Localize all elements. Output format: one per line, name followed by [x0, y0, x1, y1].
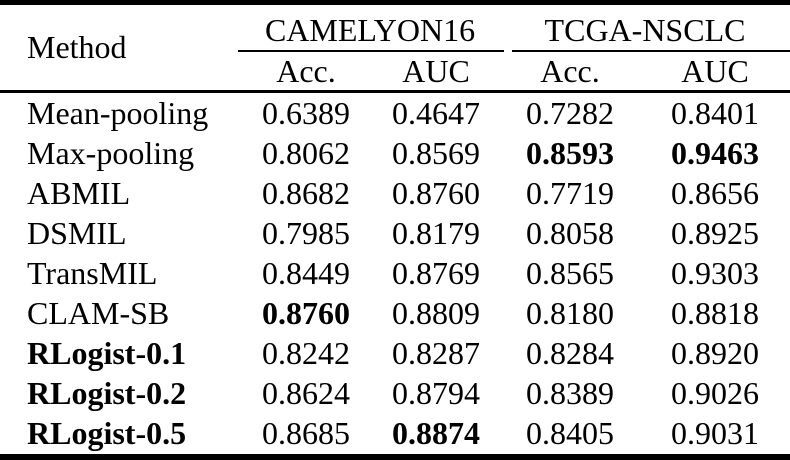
method-cell: CLAM-SB: [27, 295, 170, 332]
method-cell: ABMIL: [27, 174, 131, 211]
value-cell: 0.8920: [671, 335, 759, 372]
value-cell: 0.8593: [526, 134, 614, 171]
method-cell: RLogist-0.1: [27, 335, 187, 372]
method-cell: Mean-pooling: [27, 94, 209, 131]
value-cell: 0.7282: [526, 94, 614, 131]
value-cell: 0.9026: [671, 375, 759, 412]
value-cell: 0.8925: [671, 214, 759, 251]
value-cell: 0.8760: [392, 174, 480, 211]
value-cell: 0.8389: [526, 375, 614, 412]
table-header: Method CAMELYON16 TCGA-NSCLC Acc. AUC Ac…: [0, 5, 790, 90]
method-cell: RLogist-0.2: [27, 375, 187, 412]
subheader-camelyon16-auc: AUC: [402, 52, 470, 89]
table-row: Max-pooling 0.8062 0.8569 0.8593 0.9463: [0, 133, 790, 173]
value-cell: 0.7985: [262, 214, 350, 251]
value-cell: 0.8058: [526, 214, 614, 251]
table-body: Mean-pooling 0.6389 0.4647 0.7282 0.8401…: [0, 93, 790, 454]
value-cell: 0.8287: [392, 335, 480, 372]
cmidrule-camelyon16: [238, 50, 504, 52]
value-cell: 0.8769: [392, 254, 480, 291]
value-cell: 0.8062: [262, 134, 350, 171]
table-row: RLogist-0.1 0.8242 0.8287 0.8284 0.8920: [0, 334, 790, 374]
value-cell: 0.8794: [392, 375, 480, 412]
table-row: RLogist-0.2 0.8624 0.8794 0.8389 0.9026: [0, 374, 790, 414]
cmidrule-row: [238, 50, 790, 52]
table-row: CLAM-SB 0.8760 0.8809 0.8180 0.8818: [0, 294, 790, 334]
group-header-camelyon16: CAMELYON16: [264, 12, 476, 48]
value-cell: 0.8874: [392, 415, 480, 452]
value-cell: 0.9463: [671, 134, 759, 171]
value-cell: 0.8565: [526, 254, 614, 291]
header-rule: [0, 90, 790, 93]
bottom-rule: [0, 454, 790, 460]
value-cell: 0.8656: [671, 174, 759, 211]
group-header-tcga-nsclc: TCGA-NSCLC: [544, 12, 746, 48]
value-cell: 0.8180: [526, 295, 614, 332]
table-row: DSMIL 0.7985 0.8179 0.8058 0.8925: [0, 213, 790, 253]
value-cell: 0.8682: [262, 174, 350, 211]
subheader-tcga-auc: AUC: [681, 52, 749, 89]
value-cell: 0.8449: [262, 254, 350, 291]
value-cell: 0.7719: [526, 174, 614, 211]
method-cell: RLogist-0.5: [27, 415, 187, 452]
value-cell: 0.9303: [671, 254, 759, 291]
method-column-header: Method: [27, 29, 127, 65]
value-cell: 0.9031: [671, 415, 759, 452]
subheader-camelyon16-acc: Acc.: [276, 52, 336, 89]
method-cell: DSMIL: [27, 214, 127, 251]
value-cell: 0.8179: [392, 214, 480, 251]
value-cell: 0.8284: [526, 335, 614, 372]
value-cell: 0.8405: [526, 415, 614, 452]
value-cell: 0.8760: [262, 295, 350, 332]
value-cell: 0.8569: [392, 134, 480, 171]
subheader-row: Acc. AUC Acc. AUC: [240, 52, 790, 90]
table-row: ABMIL 0.8682 0.8760 0.7719 0.8656: [0, 173, 790, 213]
value-cell: 0.4647: [392, 94, 480, 131]
group-header-row: CAMELYON16 TCGA-NSCLC: [240, 5, 790, 50]
value-cell: 0.8818: [671, 295, 759, 332]
value-cell: 0.8401: [671, 94, 759, 131]
method-cell: TransMIL: [27, 254, 158, 291]
value-cell: 0.8624: [262, 375, 350, 412]
value-cell: 0.6389: [262, 94, 350, 131]
table-row: TransMIL 0.8449 0.8769 0.8565 0.9303: [0, 253, 790, 293]
cmidrule-tcga-nsclc: [512, 50, 790, 52]
method-cell: Max-pooling: [27, 134, 195, 171]
value-cell: 0.8242: [262, 335, 350, 372]
table-row: RLogist-0.5 0.8685 0.8874 0.8405 0.9031: [0, 414, 790, 454]
table-row: Mean-pooling 0.6389 0.4647 0.7282 0.8401: [0, 93, 790, 133]
top-rule: [0, 0, 790, 5]
value-cell: 0.8685: [262, 415, 350, 452]
value-cell: 0.8809: [392, 295, 480, 332]
subheader-tcga-acc: Acc.: [540, 52, 600, 89]
